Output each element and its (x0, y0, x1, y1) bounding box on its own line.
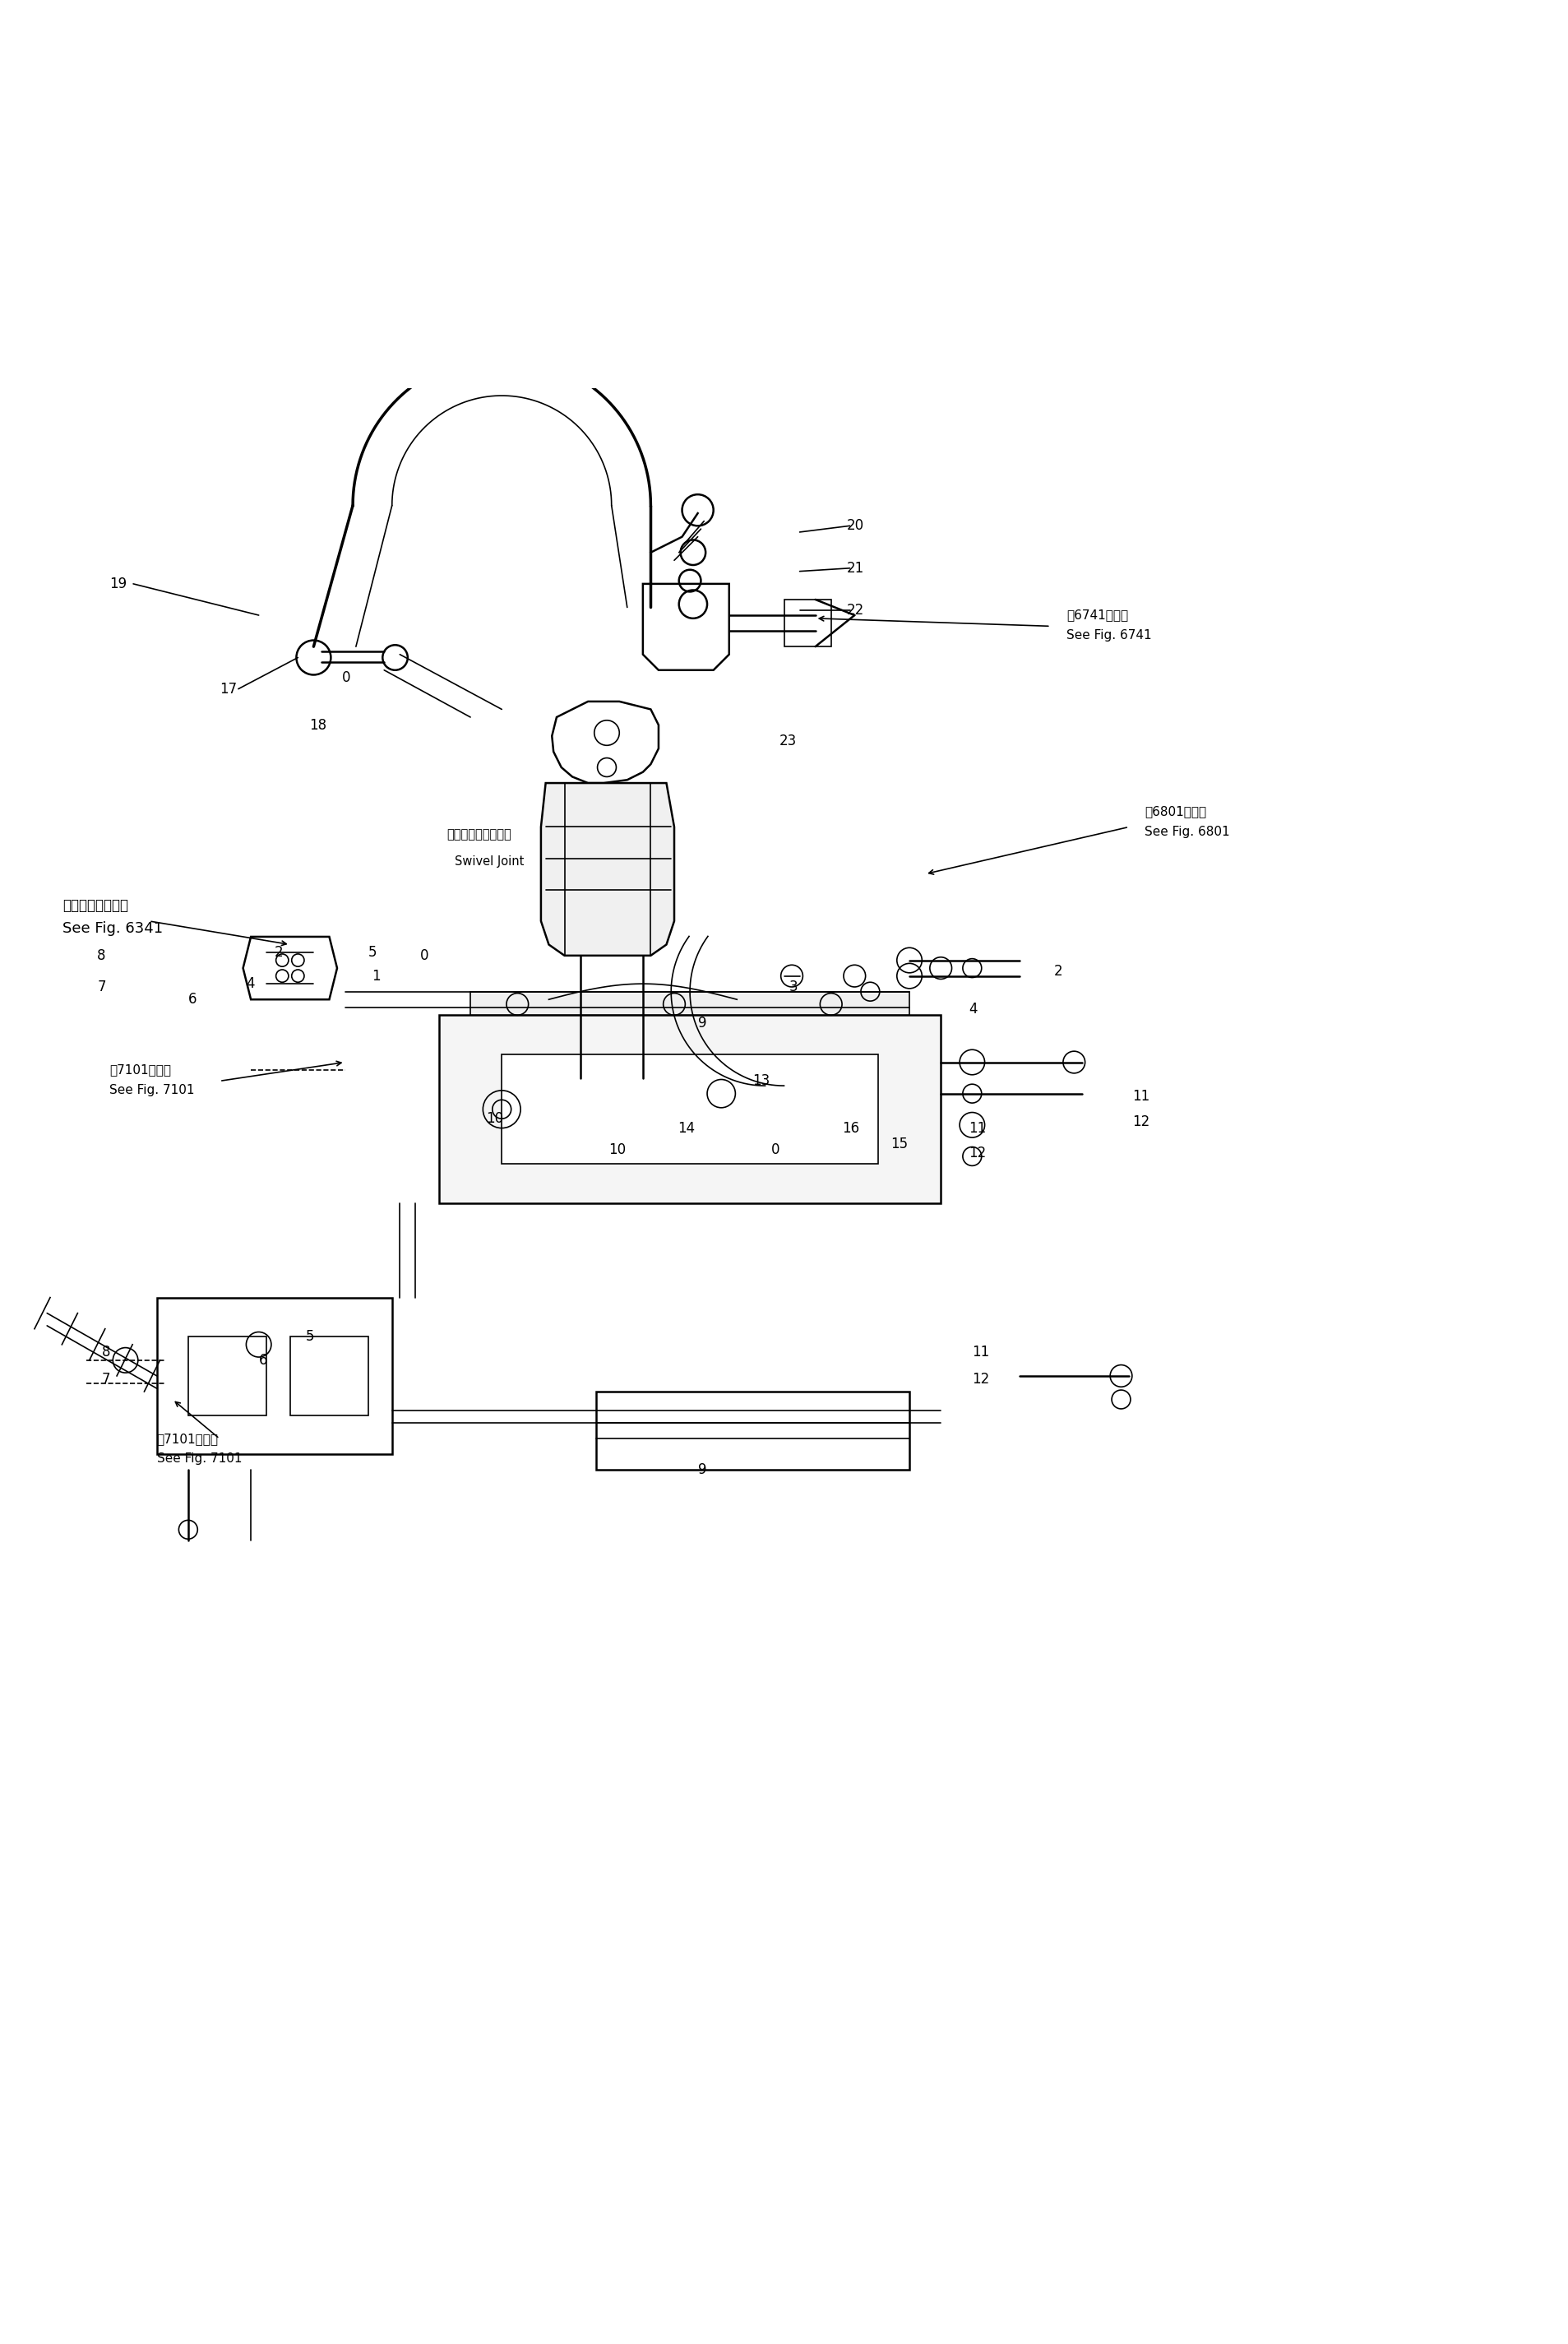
Text: 7: 7 (102, 1371, 111, 1385)
Polygon shape (596, 1392, 909, 1470)
Text: 10: 10 (486, 1111, 503, 1125)
Text: 22: 22 (847, 602, 864, 619)
Text: 14: 14 (677, 1120, 695, 1134)
Text: 4: 4 (969, 1001, 978, 1017)
Text: 2: 2 (1054, 963, 1063, 980)
Text: 21: 21 (847, 560, 864, 577)
Bar (439, 1015, 941, 1202)
Bar (188, 1336, 267, 1416)
Text: See Fig. 6801: See Fig. 6801 (1145, 825, 1229, 837)
Bar (157, 1299, 392, 1453)
Text: 5: 5 (306, 1329, 315, 1343)
Text: スイベルジョイント: スイベルジョイント (447, 830, 511, 841)
Bar (502, 1055, 878, 1165)
Text: See Fig. 6341: See Fig. 6341 (63, 921, 163, 935)
Text: 第６３４１図参照: 第６３４１図参照 (63, 898, 129, 912)
Text: 第7101図参照: 第7101図参照 (157, 1432, 218, 1444)
Text: 13: 13 (753, 1074, 770, 1088)
Bar (470, 992, 909, 1015)
Polygon shape (784, 600, 831, 647)
Text: 11: 11 (972, 1345, 989, 1360)
Text: 0: 0 (420, 949, 430, 963)
Text: 1: 1 (372, 968, 381, 984)
Polygon shape (541, 783, 674, 956)
Text: 12: 12 (1132, 1113, 1149, 1130)
Text: 6: 6 (259, 1352, 268, 1367)
Text: 23: 23 (779, 734, 797, 748)
Text: 第6801図参照: 第6801図参照 (1145, 804, 1206, 818)
Text: 0: 0 (771, 1142, 781, 1158)
Text: 8: 8 (102, 1345, 111, 1360)
Text: 7: 7 (97, 980, 107, 994)
Text: 9: 9 (698, 1015, 707, 1031)
Text: 17: 17 (220, 682, 237, 696)
Text: 19: 19 (110, 577, 127, 591)
Text: 4: 4 (246, 977, 256, 992)
Text: 20: 20 (847, 518, 864, 532)
Text: 6: 6 (188, 992, 198, 1008)
Text: 9: 9 (698, 1463, 707, 1477)
Text: 8: 8 (97, 949, 107, 963)
Text: See Fig. 7101: See Fig. 7101 (157, 1453, 241, 1465)
Bar (290, 1336, 368, 1416)
Text: 0: 0 (342, 670, 351, 684)
Text: 16: 16 (842, 1120, 859, 1134)
Text: 18: 18 (309, 717, 326, 731)
Text: Swivel Joint: Swivel Joint (455, 856, 524, 867)
Text: 12: 12 (972, 1371, 989, 1385)
Text: See Fig. 6741: See Fig. 6741 (1066, 631, 1151, 642)
Text: 15: 15 (891, 1137, 908, 1151)
Text: 12: 12 (969, 1146, 986, 1160)
Text: 11: 11 (969, 1120, 986, 1134)
Text: 第6741図参照: 第6741図参照 (1066, 609, 1127, 621)
Text: See Fig. 7101: See Fig. 7101 (110, 1085, 194, 1097)
Text: 第7101図参照: 第7101図参照 (110, 1064, 171, 1076)
Polygon shape (243, 938, 337, 999)
Text: 10: 10 (608, 1142, 626, 1158)
Text: 11: 11 (1132, 1090, 1149, 1104)
Text: 3: 3 (789, 980, 798, 994)
Text: 5: 5 (368, 945, 378, 959)
Text: 2: 2 (274, 945, 284, 959)
